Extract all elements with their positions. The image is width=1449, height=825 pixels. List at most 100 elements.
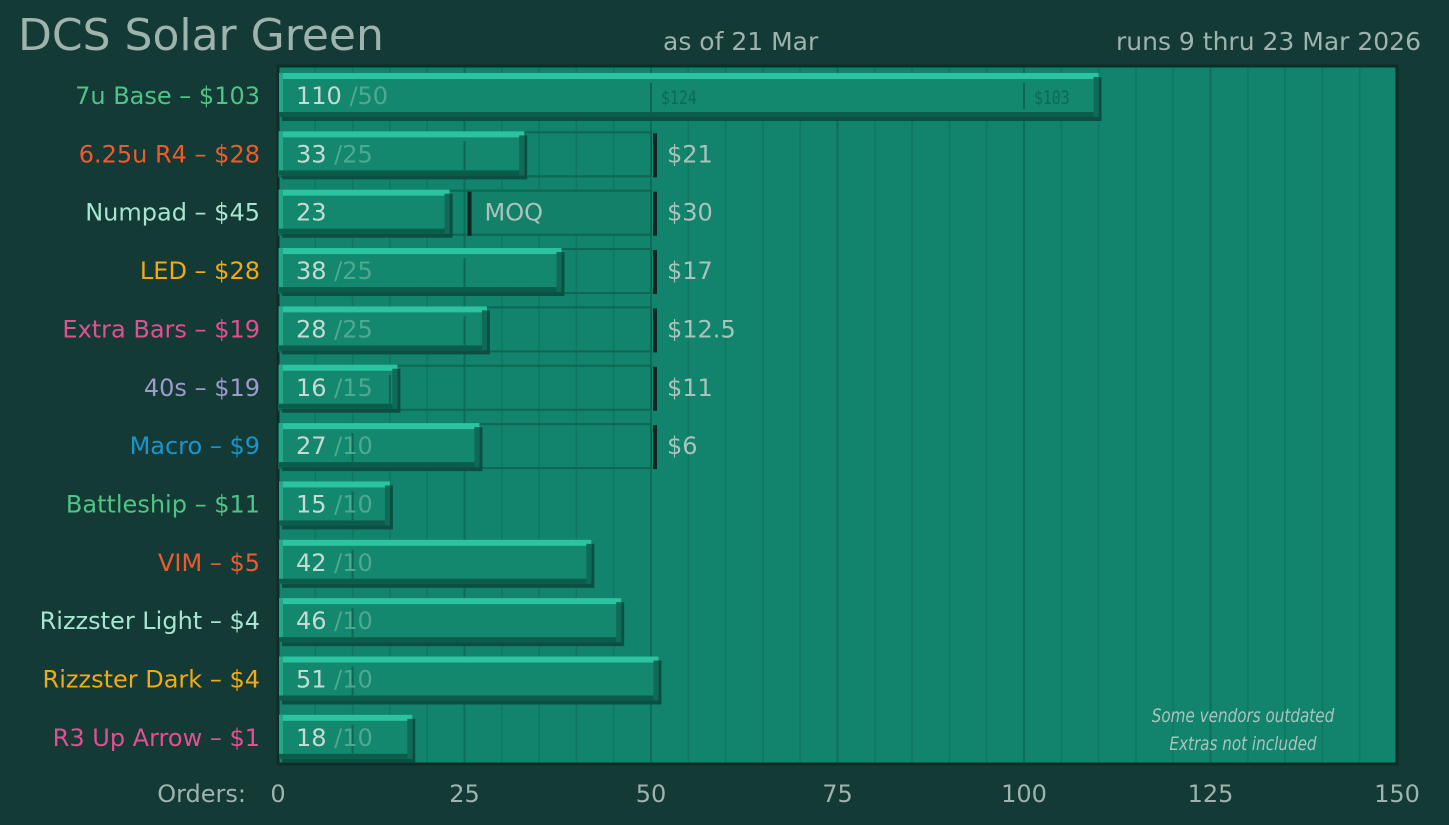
bar-right-edge <box>1093 77 1099 117</box>
orders-bar <box>279 539 595 588</box>
orders-bar <box>279 189 453 238</box>
bar-face <box>279 131 525 176</box>
x-tick-label: 0 <box>270 780 285 808</box>
category-label: 7u Base – $103 <box>75 82 260 110</box>
bar-left-edge <box>279 423 283 468</box>
orders-bar <box>279 714 416 763</box>
bar-face <box>279 306 487 351</box>
orders-value-label: 28 /25 <box>296 315 373 343</box>
orders-value-label: 38 /25 <box>296 257 373 285</box>
x-axis-label: Orders: <box>157 780 246 808</box>
tier-marker <box>653 308 657 353</box>
bar-left-edge <box>279 189 283 234</box>
bar-face <box>279 714 413 759</box>
bar-highlight <box>279 364 398 371</box>
plot-frame <box>276 64 1399 766</box>
category-label: VIM – $5 <box>158 549 260 577</box>
x-tick-label: 150 <box>1374 780 1420 808</box>
moq-count: /25 <box>334 140 373 168</box>
bar-bottom-edge <box>279 345 487 351</box>
bar-highlight <box>279 189 450 196</box>
x-tick-label: 25 <box>449 780 480 808</box>
bar-highlight <box>279 714 413 721</box>
category-label: Extra Bars – $19 <box>62 315 260 343</box>
tier-price-label: $6 <box>667 432 698 460</box>
bar-face <box>279 656 659 701</box>
bar-left-edge <box>279 714 283 759</box>
tier-price-label: $11 <box>667 374 713 402</box>
orders-count: 15 <box>296 490 334 518</box>
x-tick-label: 75 <box>822 780 853 808</box>
bar-left-edge <box>279 73 283 117</box>
bar-bottom-edge <box>279 578 592 584</box>
bar-face <box>279 539 592 584</box>
price-mark-label: $103 <box>1034 87 1070 109</box>
bar-left-edge <box>279 481 283 526</box>
orders-bar <box>279 73 1102 121</box>
bar-face <box>279 189 450 234</box>
orders-bar <box>279 481 393 530</box>
price-mark-label: $124 <box>661 87 697 109</box>
orders-count: 38 <box>296 257 334 285</box>
orders-bar <box>279 423 483 472</box>
bar-right-edge <box>556 252 562 293</box>
moq-count: /10 <box>334 666 373 694</box>
x-tick-label: 100 <box>1001 780 1047 808</box>
bar-left-edge <box>279 364 283 409</box>
orders-bar <box>279 131 528 180</box>
bar-bottom-edge <box>279 637 622 643</box>
bar-right-edge <box>444 193 450 234</box>
as-of-date: as of 21 Mar <box>663 27 819 56</box>
orders-value-label: 46 /10 <box>296 607 373 635</box>
bar-left-edge <box>279 131 283 176</box>
category-label: 40s – $19 <box>144 374 260 402</box>
moq-count: /10 <box>334 549 373 577</box>
tier-price-label: $12.5 <box>667 315 736 343</box>
bar-right-edge <box>519 135 525 176</box>
bar-highlight <box>279 73 1099 79</box>
tier-marker <box>653 250 657 295</box>
bar-right-edge <box>481 310 487 351</box>
orders-value-label: 51 /10 <box>296 666 373 694</box>
bar-highlight <box>279 248 562 255</box>
orders-value-label: 18 /10 <box>296 724 373 752</box>
moq-box <box>467 189 652 236</box>
category-label: Numpad – $45 <box>85 199 260 227</box>
bar-face <box>279 364 398 409</box>
orders-value-label: 33 /25 <box>296 140 373 168</box>
orders-bar <box>279 598 625 647</box>
tier-price-label: $21 <box>667 140 713 168</box>
bar-bottom-edge <box>279 462 480 468</box>
moq-count: /10 <box>334 607 373 635</box>
bar-left-edge <box>279 306 283 351</box>
bar-bottom-edge <box>279 695 659 701</box>
orders-count: 27 <box>296 432 334 460</box>
run-dates: runs 9 thru 23 Mar 2026 <box>1115 27 1421 56</box>
bar-face <box>279 598 622 643</box>
bar-right-edge <box>474 427 480 468</box>
footnote: Some vendors outdated <box>1152 705 1335 727</box>
orders-bar <box>279 248 565 297</box>
orders-count: 23 <box>296 199 327 227</box>
bar-bottom-edge <box>279 228 450 234</box>
bar-bottom-edge <box>279 112 1099 117</box>
orders-count: 110 <box>296 82 349 110</box>
orders-count: 33 <box>296 140 334 168</box>
tier-marker <box>653 133 657 178</box>
orders-value-label: 42 /10 <box>296 549 373 577</box>
moq-count: /25 <box>334 315 373 343</box>
tier-marker <box>653 191 657 236</box>
category-label: Macro – $9 <box>130 432 260 460</box>
orders-value-label: 23 <box>296 199 327 227</box>
bar-face <box>279 423 480 468</box>
orders-value-label: 15 /10 <box>296 490 373 518</box>
footnote: Extras not included <box>1169 733 1316 755</box>
moq-label: MOQ <box>485 199 544 227</box>
orders-value-label: 27 /10 <box>296 432 373 460</box>
bar-left-edge <box>279 539 283 584</box>
bar-left-edge <box>279 598 283 643</box>
moq-count: /50 <box>349 82 388 110</box>
bar-right-edge <box>616 602 622 643</box>
bar-highlight <box>279 656 659 663</box>
